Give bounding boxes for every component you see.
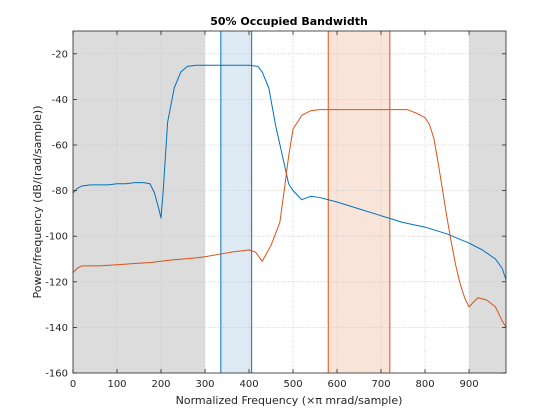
y-tick-label-3: -100 bbox=[45, 232, 68, 243]
shaded-region-2 bbox=[220, 31, 252, 373]
x-tick-label-8: 800 bbox=[415, 379, 434, 390]
axes-box bbox=[72, 30, 507, 374]
y-tick-label-0: -160 bbox=[45, 369, 68, 380]
x-tick-label-3: 300 bbox=[195, 379, 214, 390]
y-tick-label-5: -60 bbox=[52, 141, 68, 152]
chart-title: 50% Occupied Bandwidth bbox=[210, 15, 368, 28]
x-tick-label-0: 0 bbox=[70, 379, 76, 390]
series-line-0 bbox=[72, 64, 507, 280]
x-tick-label-4: 400 bbox=[239, 379, 258, 390]
y-tick-label-2: -120 bbox=[45, 277, 68, 288]
y-tick-label-6: -40 bbox=[52, 95, 68, 106]
y-tick-label-7: -20 bbox=[52, 49, 68, 60]
y-tick-label-4: -80 bbox=[52, 186, 68, 197]
shaded-region-1 bbox=[469, 31, 506, 373]
x-axis-label: Normalized Frequency (×π mrad/sample) bbox=[176, 394, 403, 407]
x-tick-label-9: 900 bbox=[459, 379, 478, 390]
shaded-region-0 bbox=[73, 31, 206, 373]
series-line-1 bbox=[72, 109, 507, 328]
x-tick-label-2: 200 bbox=[151, 379, 170, 390]
y-tick-label-1: -140 bbox=[45, 323, 68, 334]
x-tick-label-7: 700 bbox=[371, 379, 390, 390]
x-tick-label-6: 600 bbox=[327, 379, 346, 390]
x-tick-label-1: 100 bbox=[107, 379, 126, 390]
x-tick-label-5: 500 bbox=[283, 379, 302, 390]
plot-area: 0 100 200 300 400 500 600 700 800 900 -160 -140 -120… bbox=[45, 30, 507, 390]
y-axis-label: Power/frequency (dB/(rad/sample)) bbox=[31, 106, 44, 299]
